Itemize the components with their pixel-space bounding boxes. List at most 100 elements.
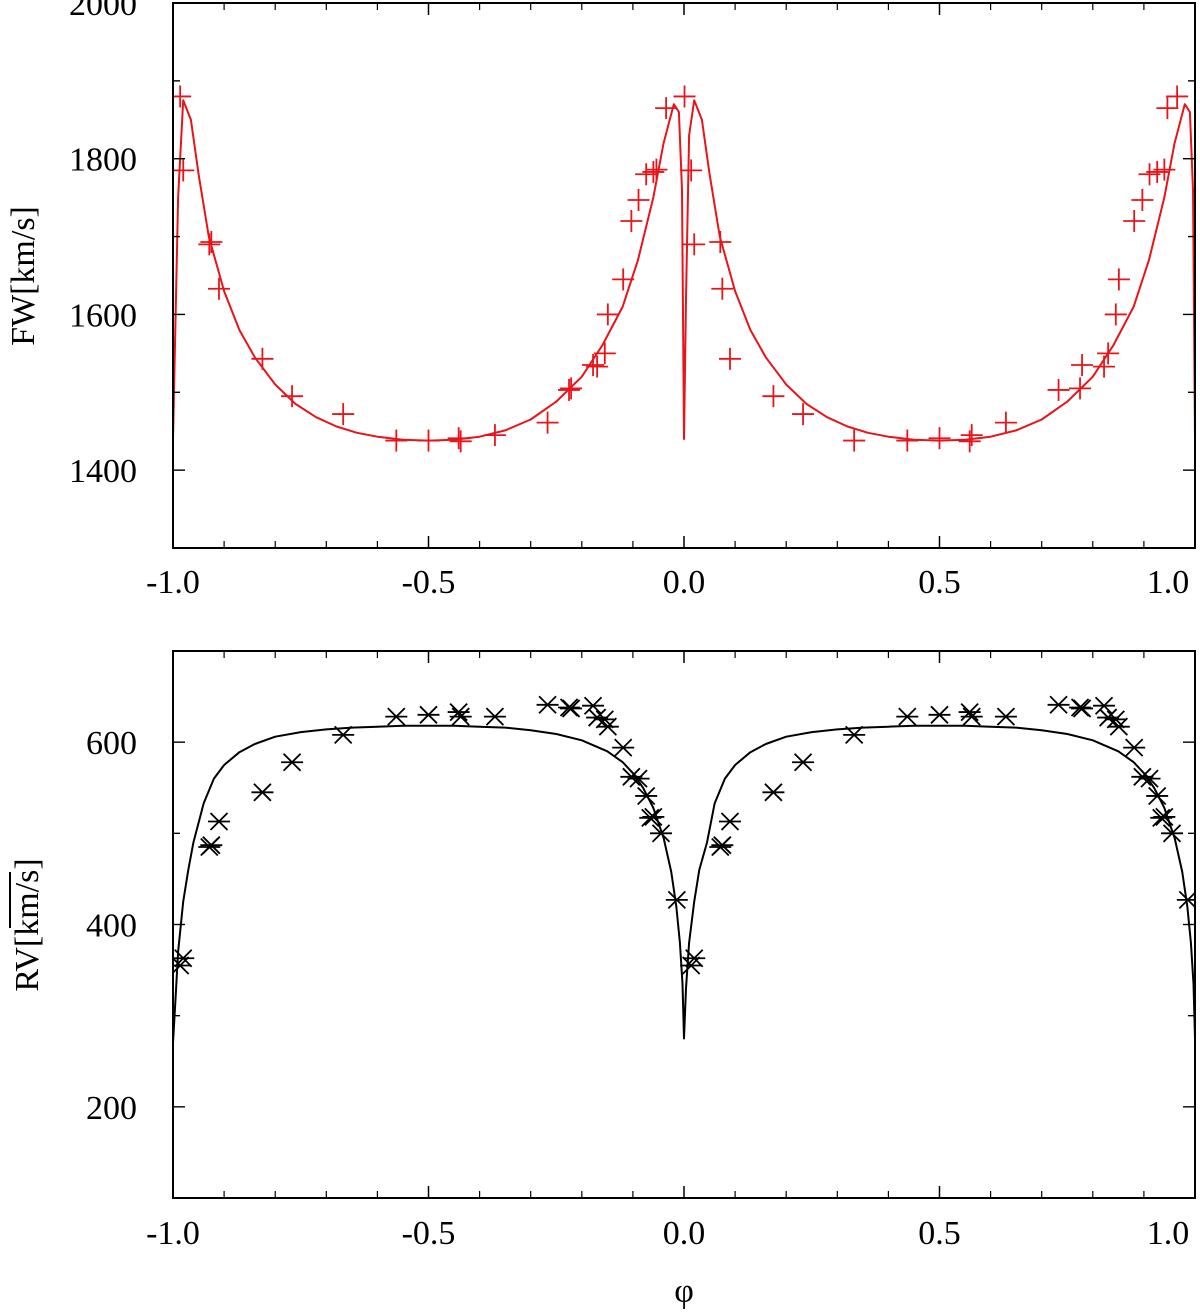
fw-data-point <box>645 158 668 181</box>
fw-data-point <box>673 85 696 108</box>
fw-data-point <box>928 427 951 450</box>
rv-data-point <box>639 808 662 827</box>
fw-data-point <box>536 411 559 434</box>
rv-data-point <box>417 705 440 724</box>
rv-data-point <box>792 753 815 772</box>
rv-data-point <box>1150 808 1173 827</box>
fw-y-tick-label: 1600 <box>69 297 137 334</box>
rv-data-point <box>1123 738 1146 757</box>
fw-y-axis-title: FW[km/s] <box>5 206 42 346</box>
fw-data-point <box>1123 210 1146 232</box>
rv-data-point <box>1093 696 1116 715</box>
rv-data-point <box>1161 824 1184 843</box>
rv-y-tick-label: 400 <box>86 908 137 945</box>
rv-data-point <box>1107 717 1130 736</box>
fw-data-point <box>1153 158 1176 181</box>
rv-data-point <box>896 707 919 726</box>
rv-data-point <box>620 767 643 786</box>
fw-model-line-layer <box>173 99 1195 442</box>
rv-data-point <box>449 707 472 726</box>
rv-marker-layer <box>173 695 1195 975</box>
rv-x-tick-label: -1.0 <box>146 1215 200 1252</box>
fw-data-point <box>281 385 304 408</box>
rv-data-point <box>650 824 673 843</box>
rv-data-point <box>586 708 609 727</box>
fw-data-point <box>198 233 221 256</box>
rv-data-point <box>683 949 706 968</box>
fw-data-point <box>612 268 635 291</box>
fw-x-tick-label: -1.0 <box>146 564 200 601</box>
rv-data-point <box>1138 769 1161 788</box>
fw-data-point <box>718 347 741 370</box>
fw-data-point <box>449 430 472 453</box>
rv-data-point <box>627 769 650 788</box>
fw-data-point <box>994 411 1017 434</box>
rv-model-curve <box>173 724 1195 1044</box>
fw-x-tick-label: 1.0 <box>1147 564 1190 601</box>
fw-data-point <box>558 378 581 401</box>
fw-data-point <box>560 377 583 400</box>
fw-data-point <box>173 159 195 182</box>
fw-data-point <box>680 159 703 182</box>
fw-y-tick-label: 2000 <box>69 0 137 23</box>
fw-data-point <box>385 429 408 452</box>
fw-data-point <box>792 403 815 426</box>
fw-x-tick-label: 0.5 <box>918 564 961 601</box>
rv-data-point <box>680 956 703 975</box>
rv-x-tick-label: 1.0 <box>1147 1215 1190 1252</box>
fw-data-point <box>173 85 192 108</box>
fw-data-point <box>251 347 274 370</box>
rv-data-point <box>173 949 195 968</box>
rv-data-point <box>1071 699 1094 718</box>
rv-data-point <box>251 783 274 802</box>
rv-data-point <box>642 807 665 827</box>
rv-data-point <box>843 725 866 745</box>
fw-data-point <box>683 233 706 256</box>
fw-data-point <box>332 403 355 426</box>
fw-data-point <box>1047 378 1070 401</box>
fw-y-tick-labels: 1400 1600 1800 2000 <box>69 0 137 490</box>
rv-data-point <box>612 738 635 757</box>
fw-data-point <box>843 429 866 452</box>
fw-x-tick-label: -0.5 <box>402 564 456 601</box>
rv-data-point <box>1153 807 1176 827</box>
rv-data-point <box>1176 890 1195 910</box>
rv-data-point <box>928 705 951 724</box>
fw-data-point <box>1104 303 1127 326</box>
fw-data-point <box>207 277 230 300</box>
fw-data-point <box>1107 268 1130 291</box>
fw-data-point <box>642 160 665 183</box>
rv-y-tick-labels: 200 400 600 <box>86 725 137 1127</box>
fw-data-point <box>582 354 605 377</box>
rv-x-tick-label: 0.0 <box>663 1215 706 1252</box>
rv-data-point <box>536 695 559 714</box>
fw-y-tick-label: 1800 <box>69 142 137 179</box>
fw-data-point <box>1093 355 1116 378</box>
fw-data-point <box>896 429 919 452</box>
rv-data-point <box>994 707 1017 726</box>
fw-panel: -1.0 -0.5 0.0 0.5 1.0 1400 1600 1800 200… <box>5 0 1196 601</box>
fw-data-point <box>1097 342 1120 365</box>
fw-data-point <box>200 231 223 254</box>
rv-data-point <box>483 707 506 726</box>
fw-data-point <box>620 210 643 232</box>
fw-model-curve <box>173 99 1195 442</box>
rv-data-point <box>1131 767 1154 786</box>
fw-x-tick-labels: -1.0 -0.5 0.0 0.5 1.0 <box>146 564 1189 601</box>
fw-data-point <box>1069 377 1092 400</box>
rv-y-tick-label: 200 <box>86 1090 137 1127</box>
rv-data-point <box>207 812 230 831</box>
rv-panel: -1.0 -0.5 0.0 0.5 1.0 200 400 600 RV[km/… <box>9 650 1196 1310</box>
rv-data-point <box>332 725 355 745</box>
fw-data-point <box>447 427 470 450</box>
fw-data-point <box>586 355 609 378</box>
rv-data-point <box>281 753 304 772</box>
rv-tick-layer <box>172 650 1196 1199</box>
rv-x-axis-title: φ <box>674 1273 694 1310</box>
fw-data-point <box>596 303 619 326</box>
fw-data-point <box>627 188 650 211</box>
rv-data-point <box>596 717 619 736</box>
rv-data-point <box>665 890 688 910</box>
rv-data-point <box>200 836 223 855</box>
